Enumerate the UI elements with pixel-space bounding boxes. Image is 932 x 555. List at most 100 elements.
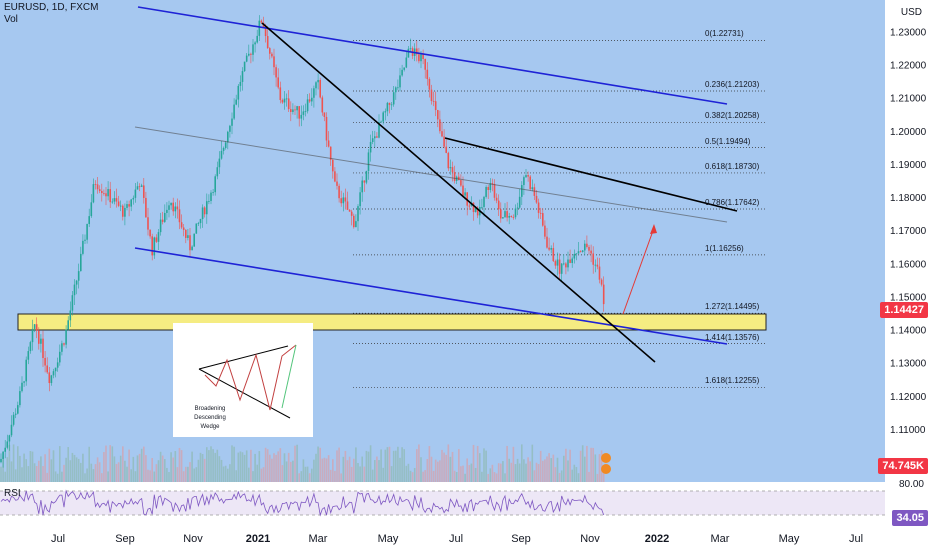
candle-body [390, 104, 393, 106]
price-tick-label: 1.21000 [890, 94, 927, 105]
fib-label: 1(1.16256) [705, 243, 744, 253]
volume-bar [6, 457, 9, 482]
candle-body [109, 189, 111, 203]
candle-body [346, 201, 349, 210]
volume-bar [42, 466, 44, 482]
volume-bar [361, 456, 363, 482]
candle-body [279, 87, 282, 101]
fib-label: 0.5(1.19494) [705, 136, 751, 146]
candle-body [220, 150, 223, 159]
event-icon[interactable] [601, 453, 611, 463]
volume-bar [586, 445, 588, 482]
candle-body [302, 111, 305, 115]
candle-body [508, 216, 510, 218]
volume-bars [0, 444, 605, 482]
volume-bar [405, 465, 408, 482]
volume-bar [8, 444, 11, 482]
volume-bar [407, 463, 410, 482]
volume-bar [273, 453, 275, 482]
candle-body [464, 192, 466, 196]
volume-bar [243, 454, 246, 482]
candle-body [178, 209, 181, 223]
volume-bar [544, 459, 546, 482]
volume-bar [283, 453, 286, 482]
volume-bar [502, 461, 504, 482]
trendline-descending[interactable] [261, 22, 656, 363]
candle-body [426, 69, 429, 80]
volume-bar [453, 470, 456, 482]
symbol-legend[interactable]: EURUSD, 1D, FXCM [4, 2, 99, 13]
candle-body [245, 55, 248, 62]
candle-body [77, 271, 80, 281]
volume-bar [250, 449, 252, 482]
candle-body [441, 131, 443, 137]
volume-bar [577, 473, 580, 482]
volume-bar [594, 454, 597, 482]
volume-bar [222, 466, 225, 482]
candle-body [367, 152, 370, 171]
volume-bar [308, 473, 311, 482]
candle-body [40, 338, 42, 344]
candle-body [542, 213, 544, 226]
rsi-legend[interactable]: RSI [4, 488, 21, 499]
channel-upper-line[interactable] [137, 6, 728, 105]
candle-body [17, 405, 19, 414]
candle-body [191, 246, 193, 251]
volume-bar [178, 447, 181, 482]
volume-bar [598, 454, 601, 482]
volume-bar [474, 467, 477, 482]
candle-body [592, 253, 594, 265]
candle-body [122, 205, 124, 217]
projection-arrow[interactable] [622, 227, 655, 315]
candle-body [418, 54, 420, 62]
volume-bar [264, 447, 267, 482]
volume-bar [468, 465, 471, 482]
volume-bar [287, 452, 290, 482]
candle-body [495, 197, 498, 201]
fib-label: 0.786(1.17642) [705, 197, 760, 207]
candle-body [420, 54, 422, 62]
fib-levels [353, 40, 767, 388]
volume-bar [319, 447, 321, 482]
channel-mid-line[interactable] [134, 126, 728, 223]
volume-bar [113, 456, 116, 482]
volume-bar [378, 460, 380, 482]
candle-body [422, 54, 424, 59]
candle-body [550, 248, 552, 250]
volume-bar [157, 460, 160, 482]
candle-body [430, 89, 433, 101]
time-tick-label: Sep [115, 533, 135, 545]
volume-bar [443, 452, 445, 482]
volume-bar [523, 459, 525, 482]
candle-body [380, 121, 382, 123]
candle-body [363, 180, 366, 183]
volume-bar [65, 457, 67, 482]
volume-bar [426, 459, 429, 482]
candle-body [586, 243, 588, 247]
candle-body [596, 264, 599, 267]
candle-body [63, 343, 65, 345]
volume-bar [512, 446, 515, 482]
volume-bar [229, 464, 231, 482]
volume-bar [52, 450, 55, 482]
volume-bar [252, 471, 254, 482]
volume-bar [25, 459, 27, 482]
event-icon[interactable] [601, 464, 611, 474]
candle-body [65, 329, 67, 345]
candle-body [567, 259, 569, 268]
volume-bar [109, 445, 111, 482]
candle-body [474, 207, 477, 213]
fib-label: 1.414(1.13576) [705, 332, 760, 342]
volume-legend[interactable]: Vol [4, 14, 18, 25]
candle-body [275, 67, 277, 78]
volume-bar [119, 455, 122, 482]
volume-bar [260, 468, 263, 482]
channel-lower-line[interactable] [134, 247, 728, 345]
volume-bar [19, 455, 21, 482]
volume-bar [313, 459, 315, 482]
trendline-upper-wedge[interactable] [444, 137, 738, 212]
candle-body [208, 201, 210, 202]
candle-body [365, 170, 368, 183]
